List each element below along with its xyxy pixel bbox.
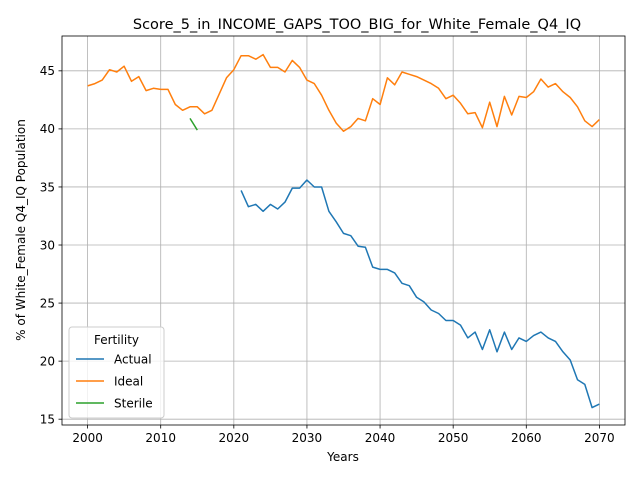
y-tick-label: 30 bbox=[40, 238, 55, 252]
x-tick-label: 2030 bbox=[292, 431, 323, 445]
x-axis-ticks: 2000 2010 2020 2030 2040 2050 2060 2070 bbox=[72, 425, 615, 445]
legend-title: Fertility bbox=[94, 333, 139, 347]
y-tick-label: 20 bbox=[40, 354, 55, 368]
x-tick-label: 2000 bbox=[72, 431, 103, 445]
series-line-ideal bbox=[87, 53, 600, 132]
x-tick-label: 2040 bbox=[365, 431, 396, 445]
chart-title: Score_5_in_INCOME_GAPS_TOO_BIG_for_White… bbox=[133, 17, 581, 33]
y-tick-label: 40 bbox=[40, 122, 55, 136]
x-tick-label: 2070 bbox=[584, 431, 615, 445]
y-axis-label: % of White_Female Q4_IQ Population bbox=[14, 119, 28, 341]
y-tick-label: 35 bbox=[40, 180, 55, 194]
y-tick-label: 45 bbox=[40, 64, 55, 78]
y-tick-label: 25 bbox=[40, 296, 55, 310]
x-tick-label: 2060 bbox=[511, 431, 542, 445]
legend-label-sterile: Sterile bbox=[114, 396, 153, 410]
y-tick-label: 15 bbox=[40, 412, 55, 426]
legend: Fertility Actual Ideal Sterile bbox=[68, 326, 165, 419]
legend-label-actual: Actual bbox=[114, 352, 152, 366]
legend-frame bbox=[68, 326, 165, 419]
legend-label-ideal: Ideal bbox=[114, 374, 143, 388]
x-axis-label: Years bbox=[326, 450, 359, 464]
x-tick-label: 2020 bbox=[219, 431, 250, 445]
grid bbox=[62, 36, 625, 425]
x-tick-label: 2010 bbox=[145, 431, 176, 445]
x-tick-label: 2050 bbox=[438, 431, 469, 445]
series-lines bbox=[87, 53, 600, 409]
series-line-sterile bbox=[189, 118, 198, 131]
series-line-actual bbox=[240, 179, 600, 409]
legend-items: Actual Ideal Sterile bbox=[76, 352, 153, 410]
y-axis-ticks: 15 20 25 30 35 40 45 bbox=[40, 64, 62, 426]
plot-frame bbox=[61, 35, 626, 426]
